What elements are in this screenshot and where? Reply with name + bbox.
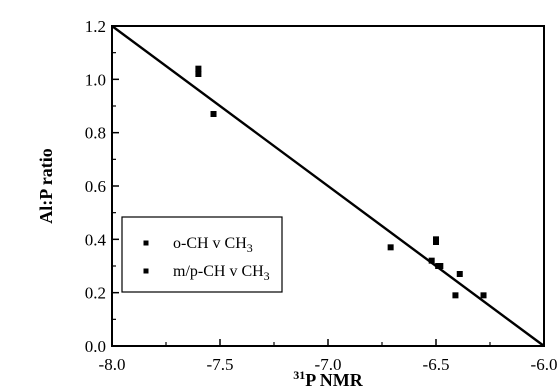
x-tick-label-1: -7.5	[207, 355, 234, 374]
point-s1-4	[480, 292, 487, 299]
point-s0-4	[428, 257, 435, 264]
legend: o-CH v CH3 m/p-CH v CH3	[121, 216, 283, 293]
point-s1-3	[456, 271, 463, 277]
legend-marker-mp-ch	[143, 268, 149, 274]
point-s1-1	[437, 263, 444, 269]
legend-label-o-ch-main: o-CH v CH	[173, 235, 247, 252]
point-s0-3	[387, 244, 394, 251]
fit-line-group	[111, 25, 545, 347]
x-axis-title-superscript: 31	[293, 368, 305, 382]
legend-box	[121, 216, 283, 293]
x-tick-label-2: -7.0	[315, 355, 342, 374]
y-tick-label-4: 0.8	[85, 124, 106, 143]
point-s0-2	[210, 111, 217, 117]
x-tick-label-4: -6.0	[531, 355, 558, 374]
ticks: -8.0 -7.5 -7.0 -6.5 -6.0 0.0 0.2 0.4 0.6 0.8 1.0 1.…	[85, 17, 558, 374]
legend-label-mp-ch-main: m/p-CH v CH	[173, 263, 264, 280]
x-tick-label-3: -6.5	[423, 355, 450, 374]
y-tick-label-2: 0.4	[85, 230, 107, 249]
y-tick-label-6: 1.2	[85, 17, 106, 36]
y-tick-label-1: 0.2	[85, 284, 106, 303]
y-tick-label-5: 1.0	[85, 70, 106, 89]
data-points	[195, 65, 487, 299]
legend-label-mp-ch-sub: 3	[264, 269, 270, 283]
x-tick-label-0: -8.0	[99, 355, 126, 374]
x-axis-title-main: P NMR	[305, 370, 363, 390]
point-s1-0	[433, 239, 439, 245]
y-axis-title: Al:P ratio	[36, 148, 56, 223]
point-s1-2	[452, 292, 459, 299]
point-s0-1	[195, 71, 202, 77]
y-tick-label-3: 0.6	[85, 177, 106, 196]
point-s0-0	[195, 65, 202, 72]
fit-line	[111, 25, 545, 347]
legend-label-o-ch: o-CH v CH3	[173, 235, 253, 255]
legend-label-mp-ch: m/p-CH v CH3	[173, 263, 270, 283]
y-tick-label-0: 0.0	[85, 337, 106, 356]
legend-label-o-ch-sub: 3	[247, 241, 253, 255]
x-axis-title: 31P NMR	[293, 368, 363, 390]
legend-marker-o-ch	[143, 240, 149, 246]
